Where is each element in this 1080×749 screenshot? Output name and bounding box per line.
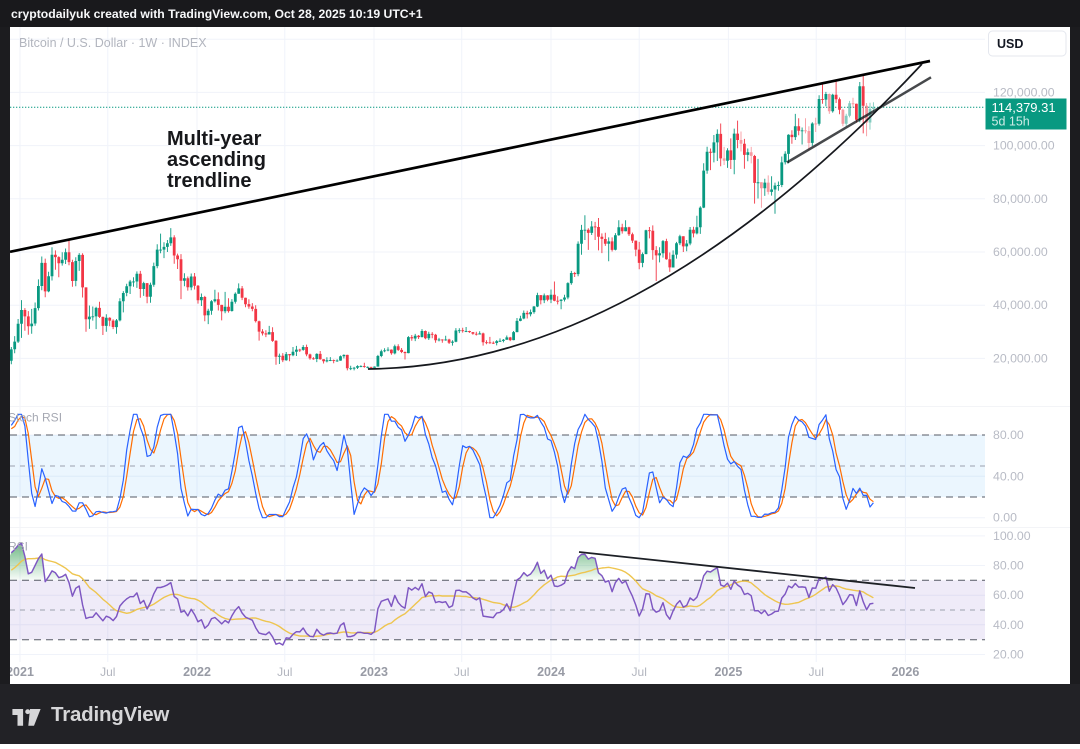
svg-text:Bitcoin / U.S. Dollar · 1W · I: Bitcoin / U.S. Dollar · 1W · INDEX [19,36,207,50]
svg-text:Jul: Jul [100,665,115,679]
svg-text:2022: 2022 [183,665,211,679]
svg-text:Jul: Jul [809,665,824,679]
svg-text:Jul: Jul [277,665,292,679]
svg-text:2023: 2023 [360,665,388,679]
svg-text:80,000.00: 80,000.00 [993,192,1048,206]
svg-text:100,000.00: 100,000.00 [993,139,1055,153]
svg-text:Stoch RSI: Stoch RSI [8,411,62,425]
svg-text:0.00: 0.00 [993,511,1017,525]
svg-text:40.00: 40.00 [993,469,1024,483]
svg-text:20,000.00: 20,000.00 [993,351,1048,365]
svg-text:2024: 2024 [537,665,565,679]
svg-text:ascending: ascending [167,149,266,171]
svg-text:40.00: 40.00 [993,618,1024,632]
svg-text:RSI: RSI [8,540,28,554]
svg-text:Multi-year: Multi-year [167,128,262,150]
svg-text:Jul: Jul [632,665,647,679]
svg-text:40,000.00: 40,000.00 [993,298,1048,312]
svg-text:114,379.31: 114,379.31 [992,100,1056,115]
svg-text:Jul: Jul [454,665,469,679]
svg-text:80.00: 80.00 [993,428,1024,442]
svg-text:2021: 2021 [6,665,34,679]
svg-text:60.00: 60.00 [993,588,1024,602]
svg-text:20.00: 20.00 [993,648,1024,662]
svg-text:2025: 2025 [714,665,742,679]
svg-text:5d 15h: 5d 15h [992,115,1030,129]
svg-text:100.00: 100.00 [993,529,1031,543]
svg-text:trendline: trendline [167,170,251,192]
svg-text:2026: 2026 [891,665,919,679]
svg-text:120,000.00: 120,000.00 [993,85,1055,99]
svg-text:USD: USD [997,37,1023,51]
svg-text:80.00: 80.00 [993,559,1024,573]
svg-text:60,000.00: 60,000.00 [993,245,1048,259]
